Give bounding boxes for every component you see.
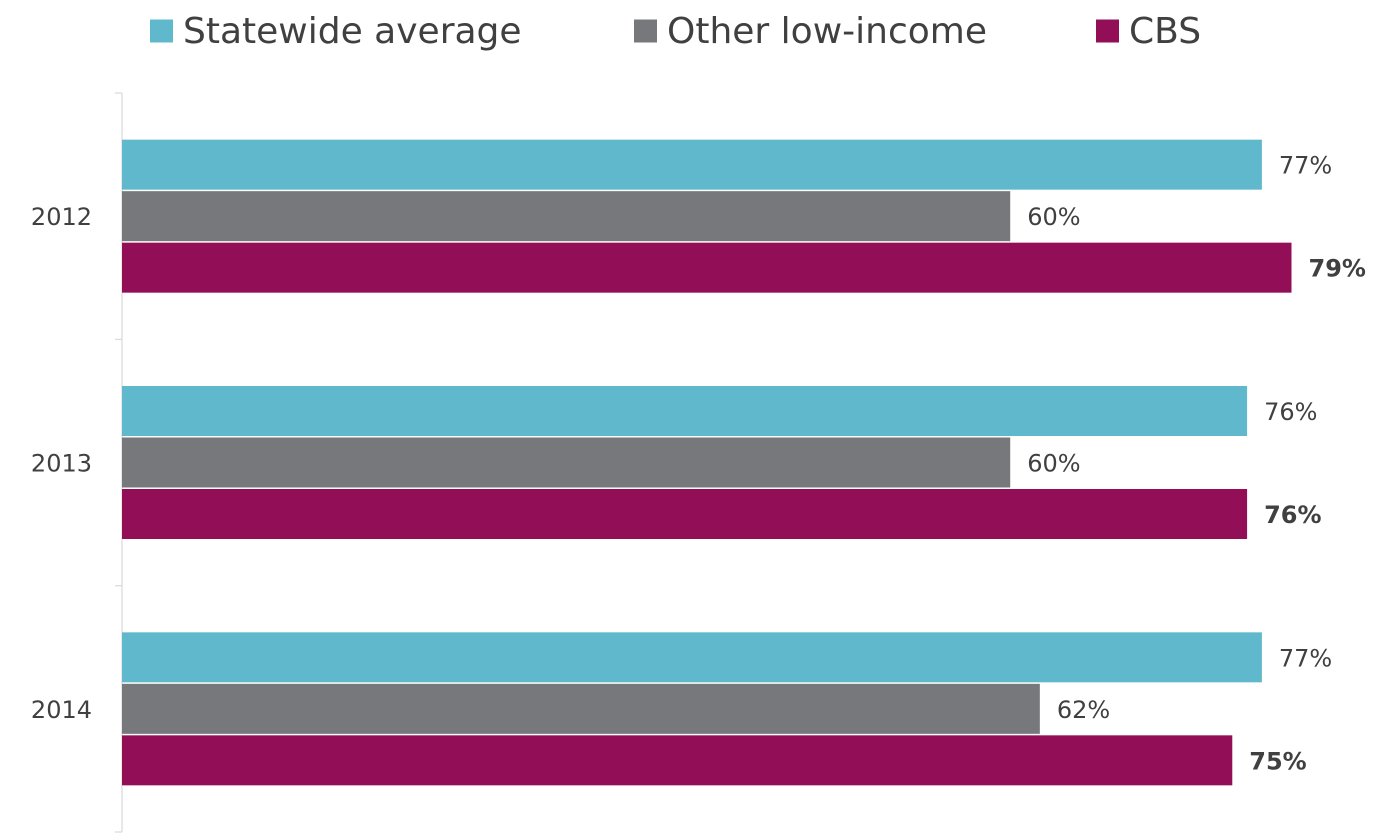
bar-statewide-average bbox=[122, 632, 1262, 683]
data-label: 75% bbox=[1249, 747, 1306, 775]
bar-other-low-income bbox=[122, 191, 1011, 242]
legend-label: Other low-income bbox=[667, 11, 987, 52]
data-label: 77% bbox=[1279, 152, 1332, 180]
bar-cbs bbox=[122, 489, 1248, 539]
bar-statewide-average bbox=[122, 139, 1262, 190]
data-label: 79% bbox=[1309, 255, 1366, 283]
bar-cbs bbox=[122, 735, 1233, 786]
legend-swatch bbox=[1096, 19, 1119, 43]
bar-other-low-income bbox=[122, 437, 1011, 488]
data-label: 76% bbox=[1264, 398, 1317, 426]
legend-label: Statewide average bbox=[183, 11, 522, 52]
category-label: 2013 bbox=[31, 450, 92, 478]
bar-other-low-income bbox=[122, 683, 1040, 734]
bar-cbs bbox=[122, 242, 1292, 293]
data-label: 60% bbox=[1027, 450, 1080, 478]
data-label: 62% bbox=[1057, 696, 1110, 724]
data-label: 76% bbox=[1264, 501, 1321, 529]
legend-swatch bbox=[150, 19, 173, 43]
category-label: 2012 bbox=[31, 203, 92, 231]
category-label: 2014 bbox=[31, 696, 92, 724]
data-label: 60% bbox=[1027, 203, 1080, 231]
data-label: 77% bbox=[1279, 644, 1332, 672]
legend-label: CBS bbox=[1129, 11, 1201, 52]
bar-statewide-average bbox=[122, 386, 1248, 436]
legend-swatch bbox=[634, 19, 657, 43]
